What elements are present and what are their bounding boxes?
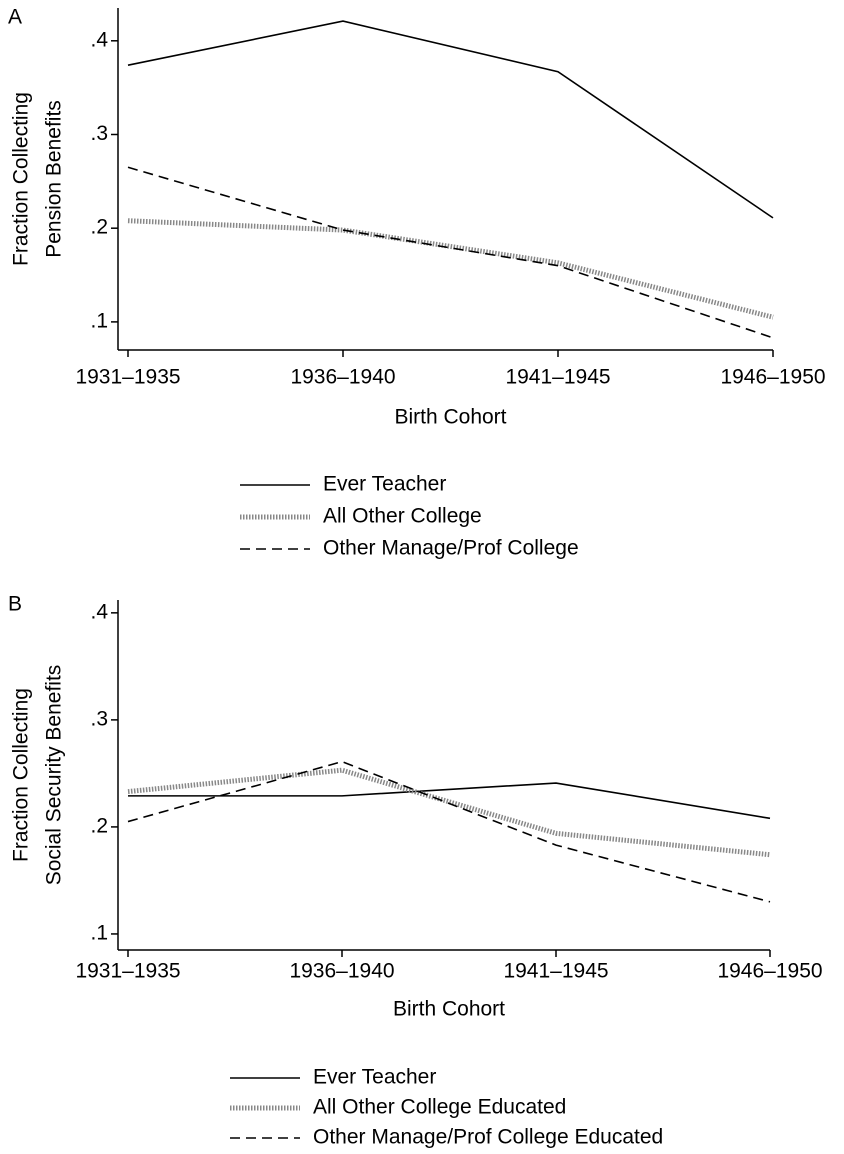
x-tick-label: 1946–1950 — [720, 366, 825, 389]
y-tick-label: .1 — [90, 921, 108, 944]
panel-label: B — [8, 593, 22, 616]
panel-label: A — [8, 6, 22, 29]
series-line — [127, 760, 771, 903]
series-line — [128, 782, 771, 820]
legend-label: Ever Teacher — [323, 473, 446, 496]
series-line — [127, 767, 771, 858]
x-tick-label: 1931–1935 — [75, 366, 180, 389]
legend-label: All Other College Educated — [313, 1096, 566, 1119]
y-tick-label: .4 — [90, 28, 108, 51]
legend-label: Ever Teacher — [313, 1066, 436, 1089]
y-tick-label: .3 — [90, 707, 108, 730]
x-axis-label: Birth Cohort — [394, 406, 506, 429]
x-tick-label: 1936–1940 — [290, 366, 395, 389]
x-axis-label: Birth Cohort — [393, 998, 505, 1021]
y-tick-label: .1 — [90, 309, 108, 332]
legend-label: Other Manage/Prof College Educated — [313, 1126, 663, 1149]
x-tick-label: 1931–1935 — [75, 960, 180, 983]
series-line — [127, 20, 774, 219]
x-tick-label: 1946–1950 — [717, 960, 822, 983]
series-line — [127, 218, 774, 320]
y-tick-label: .3 — [90, 122, 108, 145]
x-tick-label: 1941–1945 — [505, 366, 610, 389]
y-axis-label: Fraction Collecting — [10, 92, 33, 266]
y-tick-label: .4 — [90, 600, 108, 623]
x-tick-label: 1936–1940 — [289, 960, 394, 983]
series-line — [127, 166, 774, 339]
legend-label: Other Manage/Prof College — [323, 537, 579, 560]
y-axis-label: Pension Benefits — [43, 100, 66, 258]
legend-label: All Other College — [323, 505, 482, 528]
y-axis-label: Social Security Benefits — [43, 665, 66, 886]
x-tick-label: 1941–1945 — [503, 960, 608, 983]
y-tick-label: .2 — [90, 216, 108, 239]
y-tick-label: .2 — [90, 814, 108, 837]
y-axis-label: Fraction Collecting — [10, 688, 33, 862]
